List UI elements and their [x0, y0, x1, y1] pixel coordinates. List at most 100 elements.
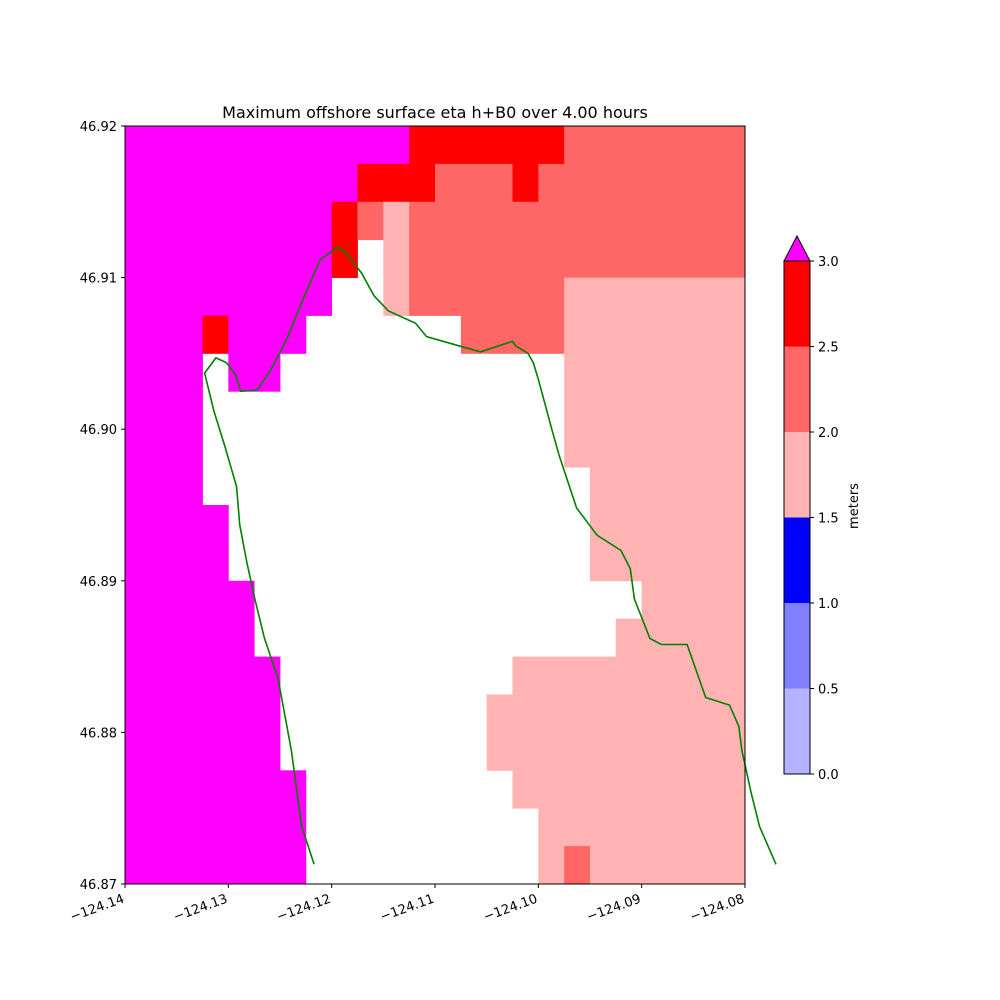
x-axis: −124.14 −124.13 −124.12 −124.11 −124.10 −124.… [68, 884, 746, 925]
heatmap-cell [615, 353, 643, 392]
heatmap-cell [176, 467, 203, 506]
x-tick-label: −124.12 [275, 892, 333, 925]
heatmap-cell [254, 315, 281, 354]
heatmap-cell [512, 239, 539, 278]
heatmap-cell [693, 429, 720, 468]
heatmap-cell [719, 656, 746, 695]
heatmap-cell [176, 618, 203, 657]
heatmap-cell [641, 505, 668, 544]
heatmap-cell [176, 580, 203, 620]
heatmap-cell [176, 770, 203, 809]
heatmap-cell [564, 201, 591, 241]
heatmap-cell [564, 694, 591, 733]
heatmap-cell [538, 656, 565, 695]
heatmap-cell [383, 163, 410, 203]
heatmap-cell [254, 694, 281, 733]
heatmap-cell [590, 163, 617, 203]
heatmap-cell [435, 277, 462, 316]
heatmap-cell [641, 694, 668, 733]
colorbar-extend-arrow [783, 234, 811, 262]
heatmap-cell [538, 277, 565, 316]
y-tick-label: 46.90 [80, 423, 117, 438]
heatmap-cell [667, 467, 694, 506]
heatmap-cell [719, 580, 746, 620]
heatmap-cell [202, 770, 229, 809]
heatmap-cell [693, 277, 720, 316]
heatmap-cell [590, 808, 617, 847]
heatmap-cell [280, 315, 307, 354]
heatmap-cell [615, 505, 643, 544]
heatmap-cell [331, 126, 358, 165]
heatmap-cell [409, 239, 436, 278]
x-tick-label: −124.13 [172, 892, 230, 925]
heatmap-cell [512, 126, 539, 165]
heatmap-cell [693, 467, 720, 506]
heatmap-cell [667, 505, 694, 544]
heatmap-cell [512, 732, 539, 771]
heatmap-cell [409, 277, 436, 316]
heatmap-cell [228, 126, 255, 165]
chart-title: Maximum offshore surface eta h+B0 over 4… [222, 103, 648, 122]
heatmap-cell [641, 163, 668, 203]
heatmap-cell [564, 808, 591, 847]
heatmap-cell [125, 846, 152, 885]
heatmap-cell [538, 239, 565, 278]
heatmap-cell [202, 732, 229, 771]
heatmap-cell [228, 770, 255, 809]
colorbar-bin [784, 261, 810, 347]
heatmap-cell [435, 239, 462, 278]
heatmap-cell [667, 429, 694, 468]
heatmap-cell [125, 732, 152, 771]
heatmap-cell [176, 732, 203, 771]
heatmap-cell [228, 201, 255, 241]
heatmap-cell [150, 656, 178, 695]
heatmap-cell [719, 808, 746, 847]
heatmap-cell [254, 656, 281, 695]
heatmap-cell [615, 694, 643, 733]
heatmap-cell [486, 163, 513, 203]
heatmap-cell [719, 315, 746, 354]
heatmap-cell [460, 126, 488, 165]
heatmap-cell [564, 656, 591, 695]
heatmap-cell [331, 163, 358, 203]
heatmap-cell [280, 126, 307, 165]
heatmap-cell [486, 239, 513, 278]
heatmap-cell [125, 201, 152, 241]
heatmap-cell [693, 391, 720, 430]
heatmap-cell [615, 391, 643, 430]
heatmap-cell [202, 846, 229, 885]
heatmap-cell [641, 315, 668, 354]
heatmap-cell [615, 315, 643, 354]
heatmap-cell [641, 201, 668, 241]
heatmap-cell [590, 467, 617, 506]
heatmap-cell [202, 808, 229, 847]
heatmap-cell [176, 656, 203, 695]
y-tick-label: 46.89 [80, 575, 117, 590]
heatmap-cell [176, 239, 203, 278]
heatmap-cell [125, 580, 152, 620]
heatmap-cell [615, 846, 643, 885]
heatmap-cell [693, 201, 720, 241]
heatmap-cell [409, 163, 436, 203]
heatmap-cell [176, 391, 203, 430]
heatmap-cell [125, 808, 152, 847]
heatmap-cell [176, 277, 203, 316]
heatmap-cell [486, 201, 513, 241]
y-axis: 46.87 46.88 46.89 46.90 46.91 46.92 [80, 120, 125, 893]
heatmap-cell [590, 770, 617, 809]
heatmap-cell [331, 201, 358, 241]
heatmap-cell [719, 353, 746, 392]
x-tick-label: −124.10 [482, 892, 540, 925]
heatmap-cell [254, 126, 281, 165]
heatmap-cell [564, 353, 591, 392]
heatmap-cell [176, 353, 203, 392]
heatmap-cell [486, 126, 513, 165]
heatmap-cell [228, 732, 255, 771]
heatmap-cell [719, 429, 746, 468]
heatmap-cell [641, 542, 668, 582]
heatmap-cell [667, 694, 694, 733]
y-tick-label: 46.92 [80, 120, 117, 135]
heatmap-cell [538, 808, 565, 847]
heatmap-cell [615, 277, 643, 316]
